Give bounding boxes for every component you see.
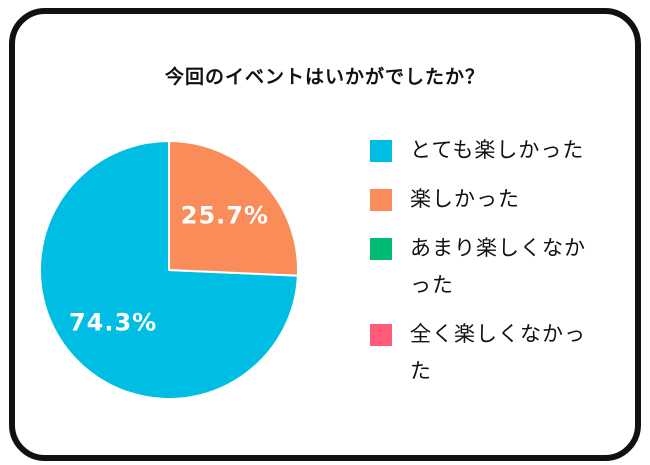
slice-label: 25.7%: [181, 201, 269, 229]
legend-item: 全く楽しくなかった: [370, 316, 610, 390]
legend-item: とても楽しかった: [370, 132, 610, 169]
legend-swatch: [370, 140, 392, 162]
pie-slice-labels: 74.3% 25.7%: [69, 201, 269, 337]
legend-label: 全く楽しくなかった: [410, 322, 586, 383]
pie-slices: [39, 139, 299, 400]
chart-title: 今回のイベントはいかがでしたか？: [164, 66, 485, 88]
legend-label: とても楽しかった: [410, 138, 585, 162]
legend-swatch: [370, 189, 392, 211]
legend-item: あまり楽しくなかった: [370, 230, 610, 304]
slice-label: 74.3%: [69, 309, 157, 337]
legend-label: 楽しかった: [410, 187, 520, 211]
legend: とても楽しかった 楽しかった あまり楽しくなかった 全く楽しくなかった: [370, 132, 610, 402]
legend-label: あまり楽しくなかった: [410, 236, 586, 297]
pie-slice: [168, 139, 299, 277]
legend-item: 楽しかった: [370, 181, 610, 218]
legend-swatch: [370, 324, 392, 346]
legend-swatch: [370, 238, 392, 260]
